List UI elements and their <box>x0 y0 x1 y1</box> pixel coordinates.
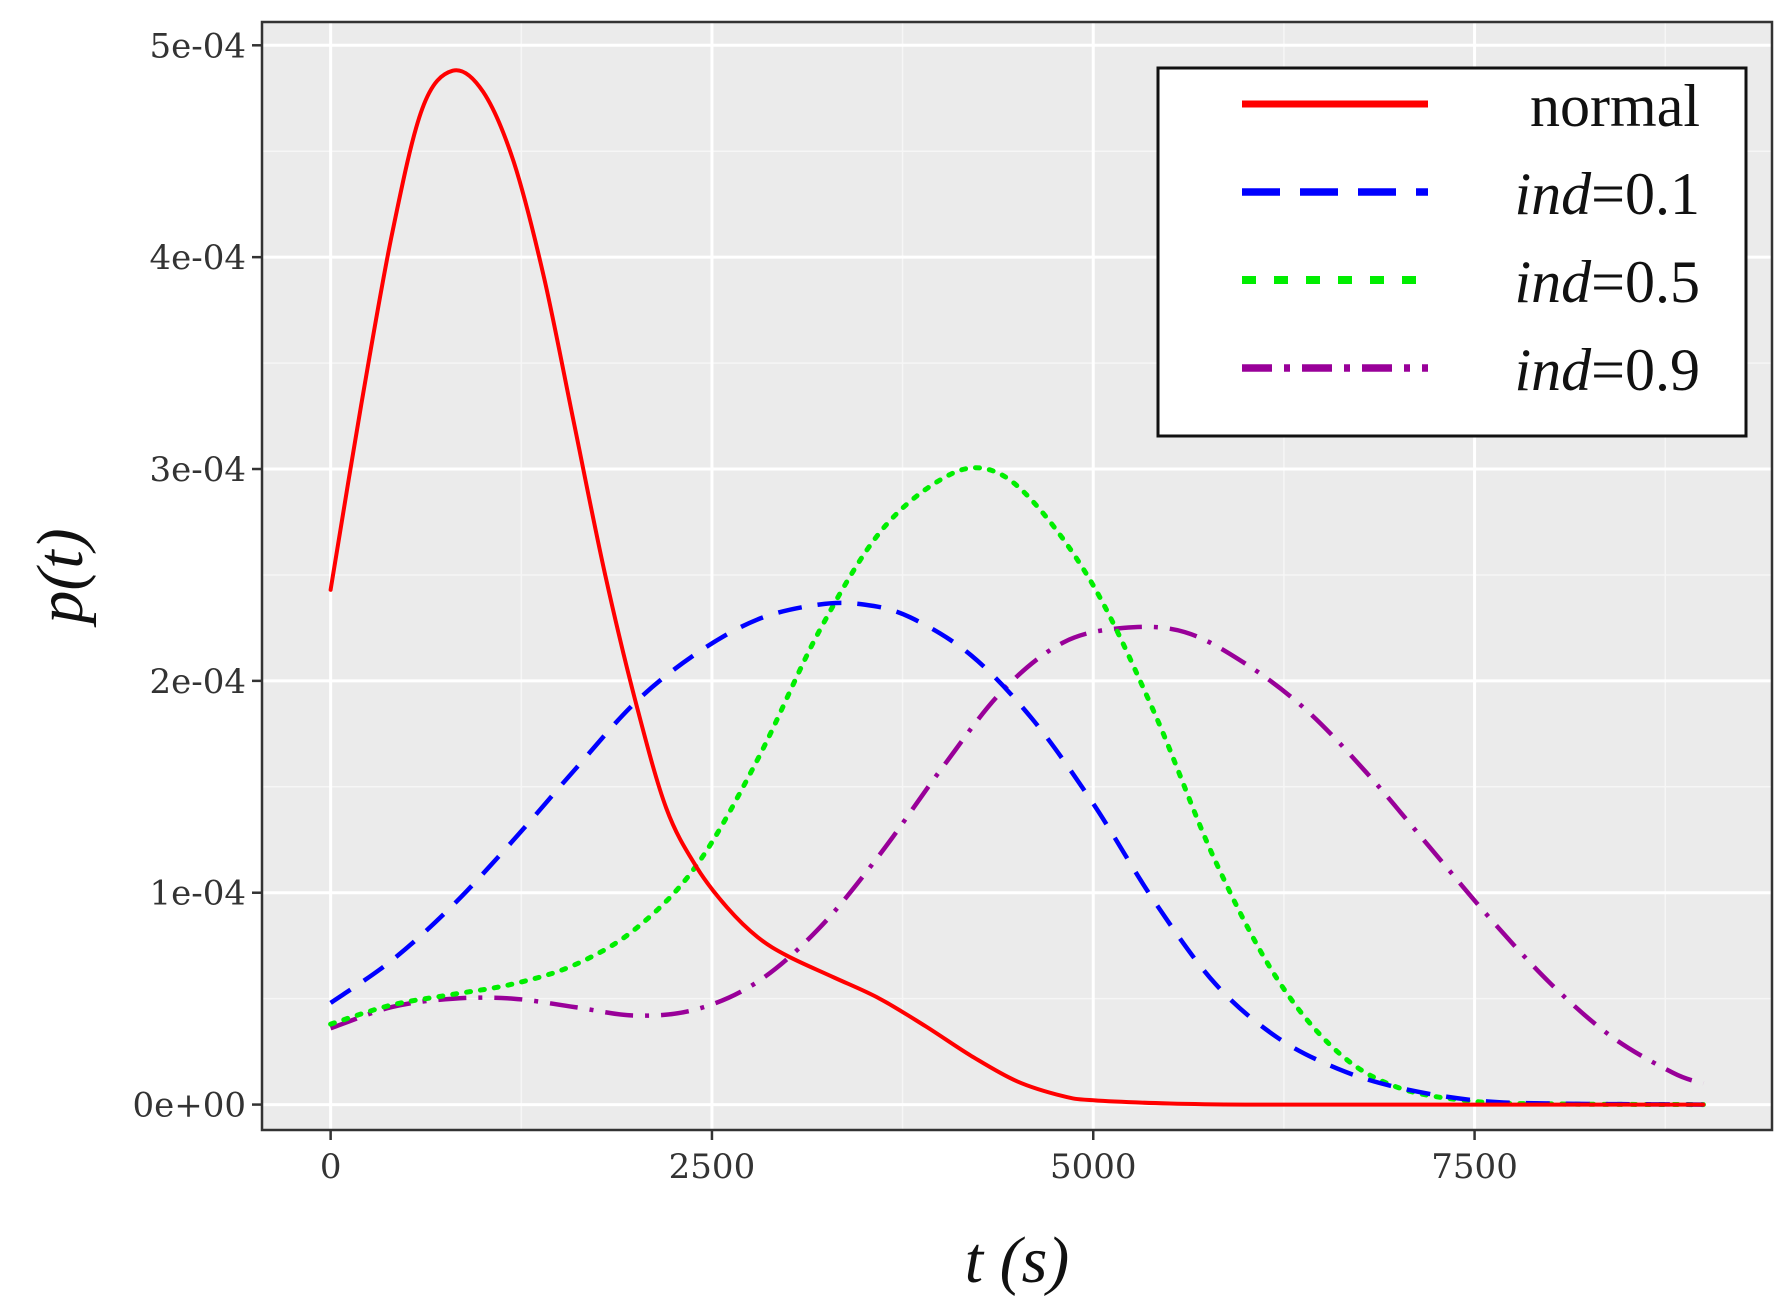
y-tick-label: 4e-04 <box>149 238 246 278</box>
series-line-ind-0-1 <box>329 600 1704 1107</box>
series-line-ind-0-5 <box>328 465 1706 1108</box>
series-lines <box>328 68 1706 1108</box>
y-axis: 0e+00 1e-04 2e-04 3e-04 4e-04 5e-04 <box>132 26 262 1126</box>
x-tick-label: 2500 <box>669 1147 756 1187</box>
legend-label: ind=0.5 <box>1514 249 1700 315</box>
x-tick-label: 5000 <box>1050 1147 1137 1187</box>
y-tick-label: 1e-04 <box>149 874 246 914</box>
y-tick-label: 5e-04 <box>149 26 246 66</box>
x-axis: 0 2500 5000 7500 <box>320 1130 1518 1187</box>
x-axis-title: t (s) <box>965 1224 1069 1297</box>
y-tick-label: 2e-04 <box>149 662 246 702</box>
series-line-normal <box>328 68 1706 1107</box>
legend-label: ind=0.1 <box>1514 161 1700 227</box>
x-tick-label: 0 <box>320 1147 342 1187</box>
plot-border <box>260 20 1774 1132</box>
legend-box <box>1156 66 1748 438</box>
y-tick-label: 0e+00 <box>132 1086 246 1126</box>
series-line-ind-0-9 <box>329 624 1705 1086</box>
y-axis-title: p(t) <box>24 528 97 627</box>
y-tick-label: 3e-04 <box>149 450 246 490</box>
x-tick-label: 7500 <box>1431 1147 1518 1187</box>
legend-label: ind=0.9 <box>1514 337 1700 403</box>
legend: normal ind=0.1 ind=0.5 ind=0.9 <box>1156 66 1748 438</box>
legend-label: normal <box>1530 73 1700 139</box>
